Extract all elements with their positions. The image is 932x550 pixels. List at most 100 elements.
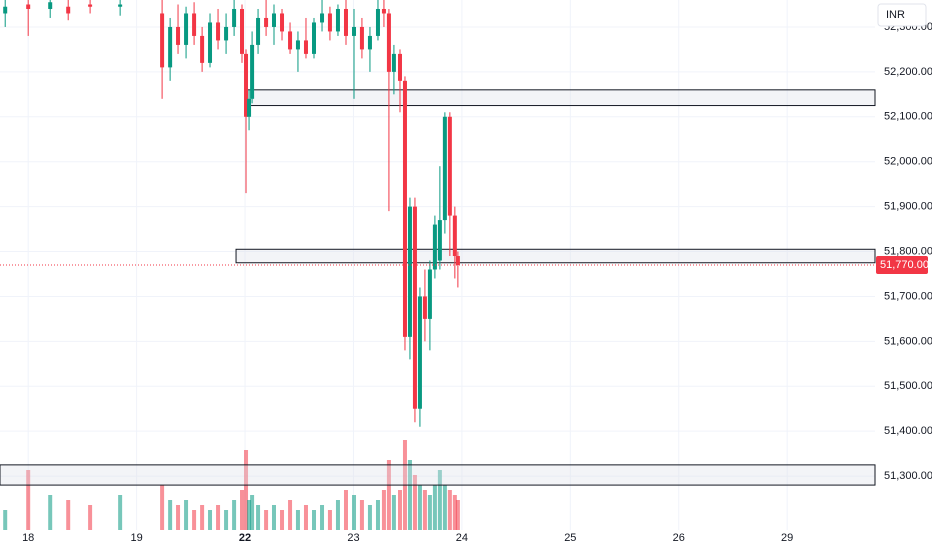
candle-body <box>250 44 255 99</box>
currency-badge[interactable] <box>877 3 927 27</box>
x-tick-label: 25 <box>564 532 576 544</box>
candle-body <box>412 206 417 409</box>
volume-bar <box>417 485 422 530</box>
last-price-label: 51,770.00 <box>880 259 929 271</box>
candle-body <box>437 220 442 261</box>
volume-bar <box>381 490 386 530</box>
volume-bar <box>455 500 460 530</box>
volume-bar <box>352 495 357 530</box>
volume-bar <box>216 505 221 530</box>
volume-bar <box>427 495 432 530</box>
candle-body <box>168 26 173 68</box>
candle-body <box>88 4 93 7</box>
zone <box>0 464 876 486</box>
volume-bar <box>66 500 71 530</box>
candle-body <box>375 8 380 36</box>
candle-body <box>216 22 221 41</box>
candle-body <box>447 116 452 216</box>
candle-body <box>208 22 213 63</box>
x-tick-label: 22 <box>239 532 251 544</box>
x-tick-label: 29 <box>781 532 793 544</box>
candle-body <box>66 6 71 14</box>
candle-body <box>271 13 276 27</box>
volume-bar <box>3 510 8 530</box>
candle-body <box>407 206 412 337</box>
candle-body <box>295 40 300 50</box>
volume-bar <box>386 460 391 530</box>
candle-body <box>192 13 197 36</box>
volume-bar <box>224 510 229 530</box>
y-tick-label: 52,200.00 <box>884 66 932 78</box>
volume-bar <box>327 510 332 530</box>
volume-bar <box>208 510 213 530</box>
y-tick-label: 51,600.00 <box>884 335 932 347</box>
volume-bar <box>240 490 245 530</box>
candle-body <box>244 53 249 117</box>
candle-body <box>397 53 402 81</box>
candle-body <box>442 116 447 221</box>
candle-body <box>48 2 53 9</box>
volume-bar <box>447 490 452 530</box>
currency-label: INR <box>886 9 905 21</box>
zone <box>235 248 876 264</box>
y-tick-label: 51,500.00 <box>884 380 932 392</box>
volume-bar <box>397 490 402 530</box>
y-tick-label: 51,800.00 <box>884 245 932 257</box>
zone <box>244 89 876 107</box>
x-tick-label: 19 <box>130 532 142 544</box>
candle-body <box>417 296 422 409</box>
candle-body <box>381 8 386 14</box>
volume-bar <box>391 495 396 530</box>
candle-body <box>160 13 165 68</box>
candle-body <box>352 26 357 36</box>
volume-bar <box>200 505 205 530</box>
candle-body <box>184 13 189 45</box>
volume-bar <box>271 505 276 530</box>
volume-bar <box>160 485 165 530</box>
candle-body <box>256 17 261 45</box>
volume-bar <box>452 495 457 530</box>
volume-bar <box>256 505 261 530</box>
candle-body <box>320 13 325 23</box>
candle-body <box>422 296 427 319</box>
volume-bar <box>48 495 53 530</box>
volume-bar <box>168 500 173 530</box>
candle-body <box>455 256 460 265</box>
y-tick-label: 52,100.00 <box>884 111 932 123</box>
candle-body <box>200 35 205 63</box>
candle-body <box>335 8 340 32</box>
candle-body <box>359 26 364 50</box>
candle-body <box>3 6 8 14</box>
volume-bar <box>264 510 269 530</box>
volume-bar <box>288 500 293 530</box>
volume-bar <box>437 470 442 530</box>
volume-bar <box>250 495 255 530</box>
volume-bar <box>312 510 317 530</box>
candle-body <box>280 13 285 32</box>
volume-bar <box>432 485 437 530</box>
x-tick-label: 26 <box>673 532 685 544</box>
volume-bar <box>176 505 181 530</box>
candle-body <box>264 17 269 27</box>
candle-body <box>224 26 229 41</box>
candle-body <box>247 98 252 117</box>
candle-body <box>26 4 31 9</box>
volume-bar <box>442 485 447 530</box>
volume-bar <box>247 500 252 530</box>
y-tick-label: 51,900.00 <box>884 201 932 213</box>
candle-body <box>391 53 396 72</box>
y-tick-label: 52,000.00 <box>884 156 932 168</box>
volume-bar <box>367 505 372 530</box>
volume-bar <box>280 510 285 530</box>
volume-bar <box>320 505 325 530</box>
volume-bar <box>407 460 412 530</box>
candle-body <box>452 215 457 257</box>
volume-bar <box>303 505 308 530</box>
candle-body <box>386 13 391 72</box>
volume-bar <box>118 495 123 530</box>
volume-bar <box>422 490 427 530</box>
y-tick-label: 51,700.00 <box>884 290 932 302</box>
candle-body <box>343 8 348 36</box>
volume-bar <box>232 500 237 530</box>
